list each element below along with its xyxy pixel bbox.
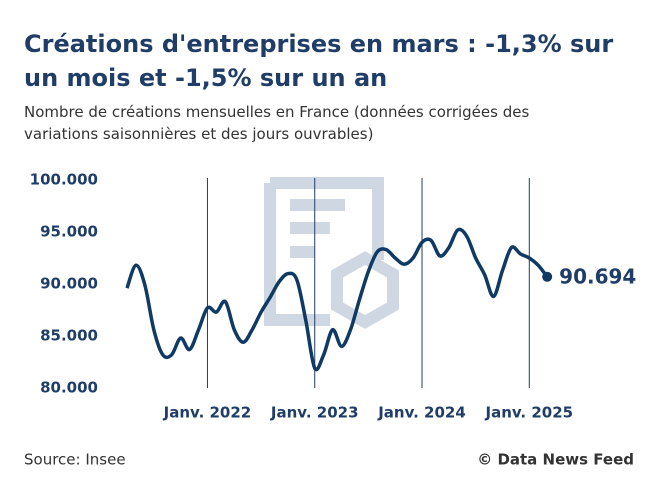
y-tick-label: 85.000	[40, 327, 98, 345]
end-point	[542, 271, 553, 282]
x-tick-label: Janv. 2023	[270, 404, 359, 422]
chart-title: Créations d'entreprises en mars : -1,3% …	[24, 30, 613, 92]
x-tick-label: Janv. 2024	[377, 404, 466, 422]
line	[125, 227, 549, 372]
y-tick-label: 80.000	[40, 379, 98, 397]
x-tick-label: Janv. 2022	[163, 404, 252, 422]
watermark	[264, 177, 399, 329]
y-tick-label: 95.000	[40, 223, 98, 241]
x-tick-label: Janv. 2025	[484, 404, 573, 422]
chart-subtitle: Nombre de créations mensuelles en France…	[24, 103, 529, 143]
credit: © Data News Feed	[477, 451, 634, 469]
y-tick-label: 90.000	[40, 275, 98, 293]
y-tick-label: 100.000	[30, 171, 98, 189]
value-label: 90.694	[559, 264, 636, 288]
source: Source: Insee	[24, 451, 126, 469]
